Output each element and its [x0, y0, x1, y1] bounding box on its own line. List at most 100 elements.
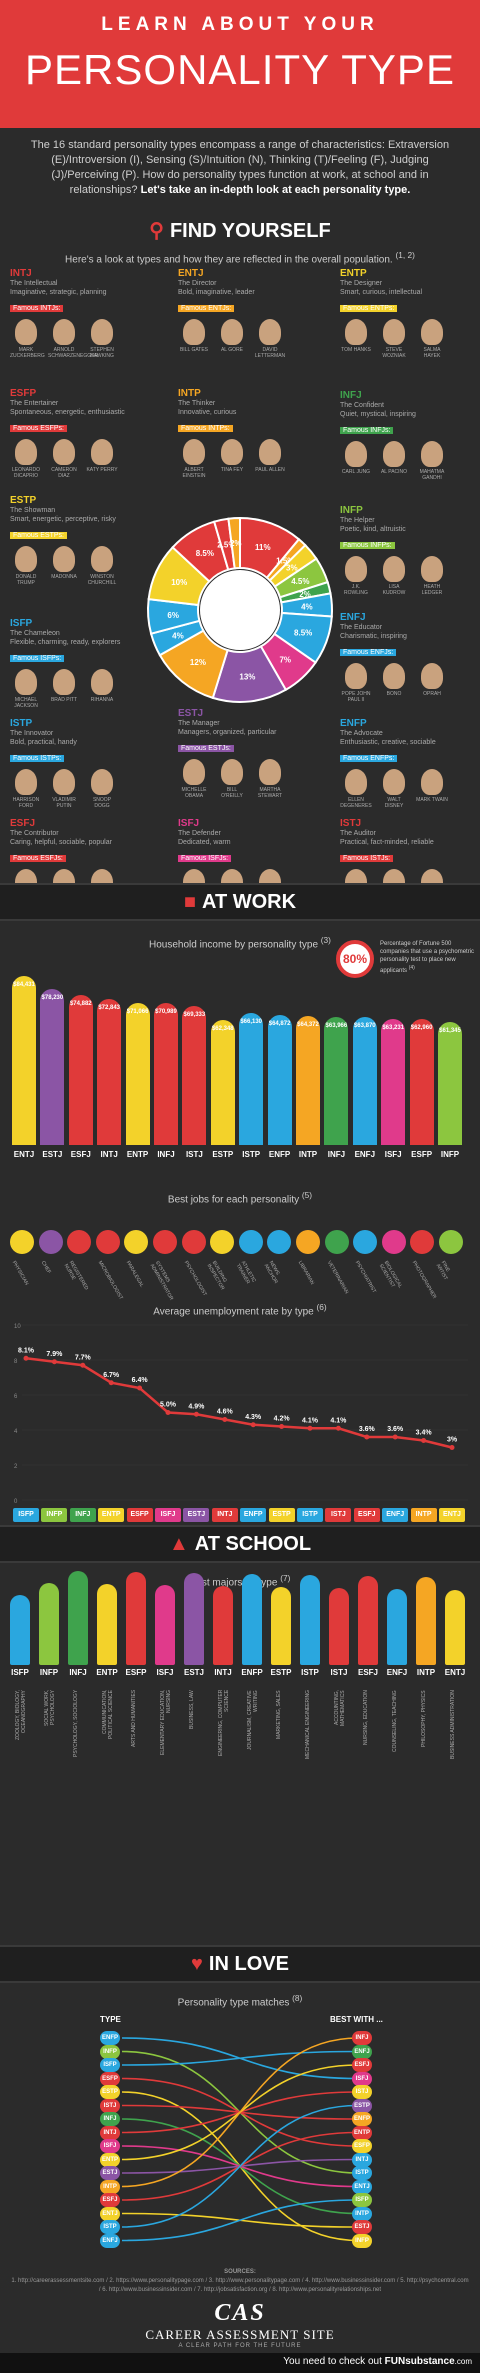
love-right-type: ISTP [352, 2166, 372, 2180]
type-desc: The Chameleon Flexible, charming, ready, … [10, 630, 121, 646]
unemployment-point [335, 1425, 341, 1431]
income-value: $64,872 [268, 1021, 291, 1028]
portrait-icon [221, 439, 243, 465]
famous-label: Famous ENTJs: [178, 305, 235, 312]
famous-person: POPE JOHN PAUL II [340, 663, 372, 703]
famous-person: MICHELLE OBAMA [178, 759, 210, 799]
person-name: STEVE WOZNIAK [382, 347, 406, 359]
job-label: BUILDING INSPECTOR [205, 1260, 228, 1292]
person-name: HEATH LEDGER [421, 584, 443, 596]
income-value: $64,372 [297, 1022, 319, 1029]
population-donut: 11% 1.5%3% 4.5% 2% 4% 8.5% 7% 13% 12% 4% 6% 10% 8.5%… [147, 516, 333, 703]
portrait-icon [383, 319, 405, 345]
unemployment-point [364, 1434, 370, 1440]
unemployment-category: ENFJ [382, 1508, 409, 1522]
type-card-intj: INTJ The Intellectual Imaginative, strateg… [10, 268, 134, 396]
donut-center [200, 570, 280, 650]
job-icon [296, 1230, 320, 1254]
donut-label: 2% [230, 539, 242, 548]
find-yourself-sub: Here's a look at types and how they are … [65, 250, 415, 266]
match-line [121, 2104, 359, 2228]
love-right-type: ESTJ [352, 2220, 372, 2234]
love-right-type: INTP [352, 2206, 372, 2221]
portrait-icon [91, 319, 113, 345]
famous-label: Famous INFPs: [340, 542, 395, 549]
student-major: MECHANICAL ENGINEERING [305, 1690, 311, 1759]
unemployment-value: 5.0% [160, 1402, 177, 1409]
type-card-estj: ESTJ The Manager Managers, organized, part… [178, 708, 302, 836]
love-left-type: ISTP [100, 2220, 120, 2234]
type-desc: The Defender Dedicated, warm [178, 830, 231, 846]
job-icon [267, 1230, 292, 1254]
portrait-icon [53, 769, 75, 795]
student-type: ENTP [96, 1668, 118, 1677]
y-tick: 6 [14, 1394, 18, 1400]
portrait-icon [183, 439, 205, 465]
love-right-type: ISFJ [352, 2071, 372, 2086]
income-bar: $78,230 [40, 988, 65, 1145]
famous-person: AL GORE [216, 319, 248, 359]
love-left-type: INTP [100, 2179, 120, 2194]
in-love-title: ♥ IN LOVE [191, 1953, 289, 1975]
student-major: ACCOUNTING, MATHEMATICS [334, 1690, 346, 1726]
donut-label: 4% [172, 631, 184, 640]
portrait-icon [383, 769, 405, 795]
famous-person: PAUL ALLEN [254, 439, 286, 479]
type-code: ESTJ [178, 708, 204, 719]
unemployment-line [25, 1357, 453, 1449]
student-major: JOURNALISM, CREATIVE WRITING [247, 1690, 259, 1750]
income-bar: $71,066 [125, 1002, 150, 1145]
person-name: LISA KUDROW [382, 584, 406, 596]
famous-label: Famous ISFJs: [178, 855, 232, 862]
person-name: MARTHA STEWART [257, 787, 283, 799]
income-value: $63,870 [353, 1023, 376, 1030]
income-value: $63,966 [325, 1023, 348, 1030]
job-label: PSYCHOLOGIST [182, 1260, 208, 1298]
type-code: INFP [340, 505, 363, 516]
sources: SOURCES: 1. http://careerassessmentsite.c… [10, 2268, 470, 2295]
donut-label: 8.5% [294, 628, 312, 637]
type-desc: The Innovator Bold, practical, handy [10, 730, 77, 746]
job-icon [67, 1230, 92, 1254]
type-code: ISFJ [178, 818, 200, 829]
student-major: ARTS AND HUMANITIES [131, 1690, 137, 1748]
famous-person: LEONARDO DICAPRIO [10, 439, 42, 479]
famous-label: Famous ENTPs: [340, 305, 398, 312]
type-card-enfp: ENFP The Advocate Enthusiastic, creative, … [340, 718, 464, 846]
type-desc: The Advocate Enthusiastic, creative, soci… [340, 730, 436, 746]
love-left-type: INFJ [100, 2112, 120, 2126]
famous-person: TINA FEY [216, 439, 248, 479]
type-card-enfj: ENFJ The Educator Charismatic, inspiring Fa… [340, 612, 464, 740]
love-left-type: ISFJ [100, 2139, 120, 2153]
portrait-icon [53, 319, 75, 345]
income-bar: $62,960 [409, 1019, 434, 1145]
match-line [121, 2050, 359, 2066]
type-desc: The Educator Charismatic, inspiring [340, 624, 407, 640]
header-line1: LEARN ABOUT YOUR [101, 14, 379, 35]
type-card-estp: ESTP The Showman Smart, energetic, percept… [10, 495, 134, 623]
portrait-icon [91, 439, 113, 465]
student-figure [416, 1577, 436, 1665]
person-name: KATY PERRY [86, 467, 118, 473]
income-category: ENTP [126, 1150, 149, 1159]
love-left-type: ESTP [100, 2085, 120, 2099]
y-tick: 2 [14, 1464, 18, 1470]
love-left-head: TYPE [100, 2015, 121, 2024]
student-figure [445, 1590, 465, 1665]
person-name: DONALD TRUMP [15, 574, 37, 586]
income-category: ISTP [242, 1150, 261, 1159]
income-bar: $61,345 [438, 1022, 462, 1145]
type-desc: The Helper Poetic, kind, altruistic [340, 517, 406, 533]
job-icon [410, 1230, 435, 1254]
income-value: $70,989 [155, 1009, 177, 1016]
income-value: $71,066 [126, 1008, 149, 1015]
type-code: ENTP [340, 268, 367, 279]
type-card-entp: ENTP The Designer Smart, curious, intellec… [340, 268, 464, 396]
love-right-type: ISFP [352, 2193, 372, 2207]
famous-person: MARTHA STEWART [254, 759, 286, 799]
person-name: CAMERON DIAZ [51, 467, 77, 479]
donut-label: 11% [255, 543, 271, 552]
love-left-type: ISTJ [100, 2098, 120, 2113]
love-right-type: ENFJ [352, 2044, 372, 2059]
search-icon: ⚲ [149, 220, 164, 242]
